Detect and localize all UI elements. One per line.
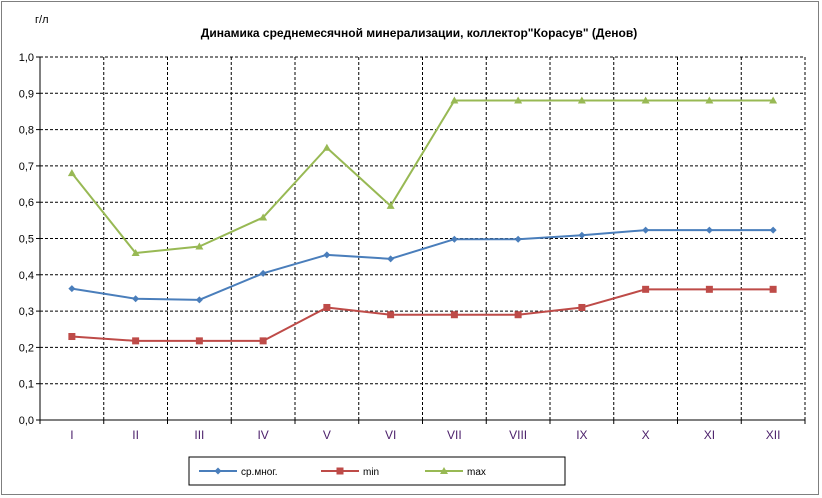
data-point-mean xyxy=(132,295,140,303)
series-line-max xyxy=(71,99,774,255)
legend-label-min: min xyxy=(363,467,379,478)
x-tick-label: XII xyxy=(766,428,781,442)
data-point-min xyxy=(387,311,395,319)
x-tick-label: II xyxy=(132,428,139,442)
x-tick-label: VII xyxy=(447,428,462,442)
y-tick-label: 0,9 xyxy=(19,88,34,100)
data-point-mean xyxy=(195,296,203,304)
y-tick-label: 1,0 xyxy=(19,52,34,64)
legend-marker-min xyxy=(336,467,344,475)
series-line-min xyxy=(71,288,774,342)
data-point-mean xyxy=(323,251,331,259)
y-tick-label: 0,1 xyxy=(19,379,34,391)
y-tick-label: 0,7 xyxy=(19,161,34,173)
x-tick-label: V xyxy=(323,428,331,442)
data-point-min xyxy=(195,337,203,345)
legend-marker-max xyxy=(440,467,448,474)
x-tick-label: XI xyxy=(704,428,715,442)
data-point-mean xyxy=(259,269,267,277)
legend-marker-mean xyxy=(214,467,222,475)
y-tick-label: 0,5 xyxy=(19,234,34,246)
data-point-min xyxy=(514,311,522,319)
y-axis-unit-label: г/л xyxy=(35,14,49,26)
data-point-max xyxy=(514,96,523,104)
data-point-max xyxy=(577,96,586,104)
y-tick-label: 0,8 xyxy=(19,125,34,137)
data-point-max xyxy=(769,96,778,104)
data-point-mean xyxy=(387,255,395,263)
legend: ср.мног. min max xyxy=(188,456,566,486)
data-point-max xyxy=(322,143,331,151)
data-point-max xyxy=(641,96,650,104)
series-line-mean xyxy=(71,229,774,301)
x-tick-label: X xyxy=(642,428,650,442)
data-point-max xyxy=(131,249,140,257)
data-point-min xyxy=(769,285,777,293)
x-tick-label: IV xyxy=(257,428,268,442)
x-tick-label: IX xyxy=(576,428,587,442)
legend-label-max: max xyxy=(467,467,486,478)
y-tick-label: 0,3 xyxy=(19,306,34,318)
data-point-mean xyxy=(769,226,777,234)
data-point-min xyxy=(642,285,650,293)
data-point-mean xyxy=(642,226,650,234)
legend-box xyxy=(188,456,566,486)
data-point-max xyxy=(195,242,204,250)
data-point-min xyxy=(132,337,140,345)
data-point-min xyxy=(259,337,267,345)
data-point-max xyxy=(67,169,76,177)
data-point-mean xyxy=(578,231,586,239)
data-point-mean xyxy=(68,285,76,293)
y-tick-label: 0,2 xyxy=(19,342,34,354)
data-point-max xyxy=(386,201,395,209)
data-point-mean xyxy=(705,226,713,234)
data-point-max xyxy=(259,213,268,221)
x-tick-label: VI xyxy=(385,428,396,442)
chart-title: Динамика среднемесячной минерализации, к… xyxy=(201,26,637,40)
data-point-mean xyxy=(450,235,458,243)
legend-label-mean: ср.мног. xyxy=(241,467,278,478)
data-point-min xyxy=(323,303,331,311)
data-point-min xyxy=(450,311,458,319)
data-point-min xyxy=(705,285,713,293)
x-tick-label: III xyxy=(194,428,204,442)
data-point-mean xyxy=(514,235,522,243)
data-point-min xyxy=(68,333,76,341)
y-tick-label: 0,4 xyxy=(19,270,34,282)
x-tick-label: VIII xyxy=(509,428,527,442)
data-point-min xyxy=(578,303,586,311)
data-point-max xyxy=(450,96,459,104)
plot-area: 0,00,10,20,30,40,50,60,70,80,91,0I II III I… xyxy=(19,52,806,442)
x-tick-label: I xyxy=(70,428,73,442)
data-point-max xyxy=(705,96,714,104)
y-tick-label: 0,6 xyxy=(19,197,34,209)
y-tick-label: 0,0 xyxy=(19,415,34,427)
